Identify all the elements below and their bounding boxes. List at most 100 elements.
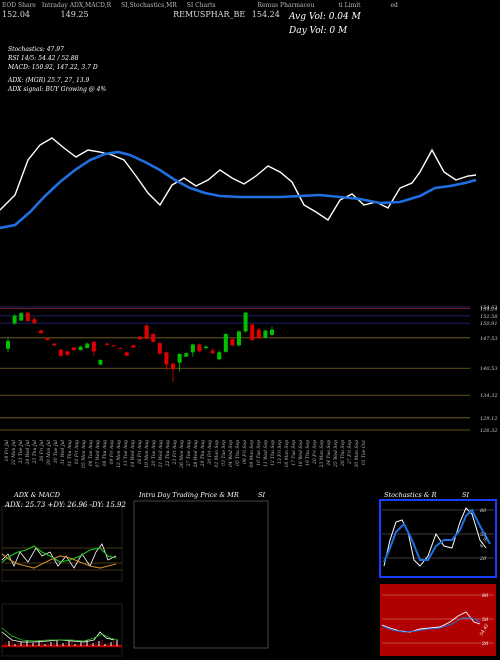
date-axis-label: 03 Tue Sep <box>221 440 227 466</box>
date-axis-label: 30 Fri Aug <box>207 440 213 464</box>
date-axis-label: 01 Thu Aug <box>67 440 73 467</box>
price-line: 152.04 149.25 REMUSPHAR_BE 154.24 <box>2 10 280 19</box>
rsi-signal-line <box>381 617 481 633</box>
stoch-d-line <box>383 508 491 563</box>
price-axis-label: 150.91 <box>480 321 498 327</box>
macd-readout: MACD: 150.92, 147.22, 3.7 D <box>8 64 98 71</box>
date-axis-label: 24 Tue Sep <box>326 440 332 467</box>
stoch-pane-title: Stochastics & R <box>384 491 437 499</box>
stoch-k-line <box>383 507 487 567</box>
macd-line <box>1 631 115 643</box>
price-levels <box>0 306 470 431</box>
candle-body <box>151 334 156 342</box>
open-price: 152.04 <box>2 10 30 19</box>
date-axis-label: 27 Tue Aug <box>186 440 192 467</box>
date-axis-label: 23 Tue Jul <box>18 439 24 464</box>
date-axis-label: 27 Fri Sep <box>347 440 353 465</box>
header-part: Intraday ADX,MACD,R <box>41 2 112 9</box>
minus-di-line <box>1 553 117 569</box>
candle-body <box>171 363 175 370</box>
date-axis-label: 18 Fri Jul <box>4 439 10 461</box>
candle-body <box>58 349 63 356</box>
candle-body <box>111 345 116 347</box>
indicator-lines <box>0 137 477 230</box>
date-axis-label: 06 Tue Aug <box>88 440 94 466</box>
date-axis-label: 19 Mon Aug <box>144 440 150 468</box>
candle-body <box>78 346 83 351</box>
date-axis-label: 26 Mon Aug <box>179 440 185 469</box>
candle-body <box>6 340 10 349</box>
date-axis: 18 Fri Jul 22 Mon Jul 23 Tue Jul 24 Wed Jul… <box>4 439 367 468</box>
date-axis-label: 05 Thu Sep <box>235 440 241 466</box>
date-axis-label: 13 Tue Aug <box>123 440 129 466</box>
date-axis-label: 09 Fri Aug <box>109 440 115 464</box>
day-volume: Day Vol: 0 M <box>289 26 348 36</box>
price-axis-label: 126.32 <box>480 428 498 434</box>
candle-body <box>237 331 241 346</box>
date-axis-label: 16 Fri Aug <box>137 440 143 464</box>
rsi-readout: RSI 14/5: 54.42 / 52.88 <box>8 55 79 62</box>
candle-body <box>256 329 261 339</box>
candle-body <box>98 360 103 365</box>
date-axis-label: 06 Fri Sep <box>242 440 248 464</box>
candle-body <box>223 334 228 352</box>
date-axis-label: 14 Wed Aug <box>130 440 136 468</box>
last-price: 149.25 <box>60 10 89 19</box>
stoch-level-label: 80 <box>480 508 487 514</box>
price-axis-label: 154.24 <box>480 307 498 313</box>
candle-body <box>131 345 136 348</box>
date-axis-label: 29 Thu Aug <box>200 440 206 468</box>
date-axis-label: 07 Wed Aug <box>95 440 101 468</box>
date-axis-label: 16 Mon Sep <box>284 440 290 468</box>
candle-body <box>65 351 70 355</box>
candle-body <box>124 352 129 356</box>
candle-body <box>263 330 268 338</box>
date-axis-label: 25 Thu Jul <box>32 439 38 464</box>
candle-body <box>230 339 235 346</box>
header-part: SI Charts <box>186 2 216 9</box>
rsi-level-label: 20 <box>481 641 489 647</box>
date-axis-label: 18 Wed Sep <box>298 440 304 467</box>
header-line: EOD Share Intraday ADX,MACD,R SI,Stochas… <box>2 2 398 9</box>
stoch-level-label: 20 <box>479 556 487 562</box>
candle-body <box>217 352 222 360</box>
price-axis-label: 140.53 <box>480 366 498 372</box>
date-axis-label: 05 Mon Aug <box>81 440 87 468</box>
plus-di-line <box>1 545 117 563</box>
header-part: EOD Share <box>2 2 36 9</box>
candle-body <box>118 347 123 349</box>
stoch-pane-frame <box>379 499 497 578</box>
candle-body <box>197 344 202 352</box>
date-axis-label: 01 Tue Oct <box>361 440 367 465</box>
date-axis-label: 29 Mon Jul <box>46 439 52 466</box>
intraday-pane-title-suffix: SI <box>258 491 266 499</box>
price-axis-label: 147.53 <box>480 336 498 342</box>
date-axis-label: 02 Fri Aug <box>74 440 80 464</box>
candle-body <box>250 324 255 341</box>
candle-body <box>157 343 162 354</box>
candle-body <box>32 319 37 324</box>
date-axis-label: 23 Fri Aug <box>172 440 178 465</box>
adx-readout: ADX: (MGR) 25.7, 27, 13.9 <box>8 77 90 84</box>
date-axis-label: 19 Thu Sep <box>305 440 311 466</box>
candle-body <box>210 350 215 354</box>
candle-body <box>270 329 274 335</box>
intraday-pane-title: Intra Day Trading Price & MR <box>139 491 239 499</box>
price-line-series <box>0 137 477 221</box>
date-axis-label: 04 Wed Sep <box>228 440 234 467</box>
date-axis-label: 23 Mon Sep <box>319 440 325 469</box>
stoch-level-label: 50 <box>480 532 487 538</box>
date-axis-label: 13 Fri Sep <box>277 440 283 464</box>
candle-body <box>144 325 149 339</box>
candle-body <box>105 343 109 345</box>
rsi-value-label: 54.42 <box>479 623 491 637</box>
date-axis-label: 30 Tue Jul <box>53 439 59 463</box>
candle-body <box>39 330 43 334</box>
candles <box>6 311 274 383</box>
header-part: ed <box>390 2 398 9</box>
rsi-level-label: 50 <box>482 617 489 623</box>
candle-body <box>177 354 182 363</box>
candle-body <box>52 343 57 346</box>
